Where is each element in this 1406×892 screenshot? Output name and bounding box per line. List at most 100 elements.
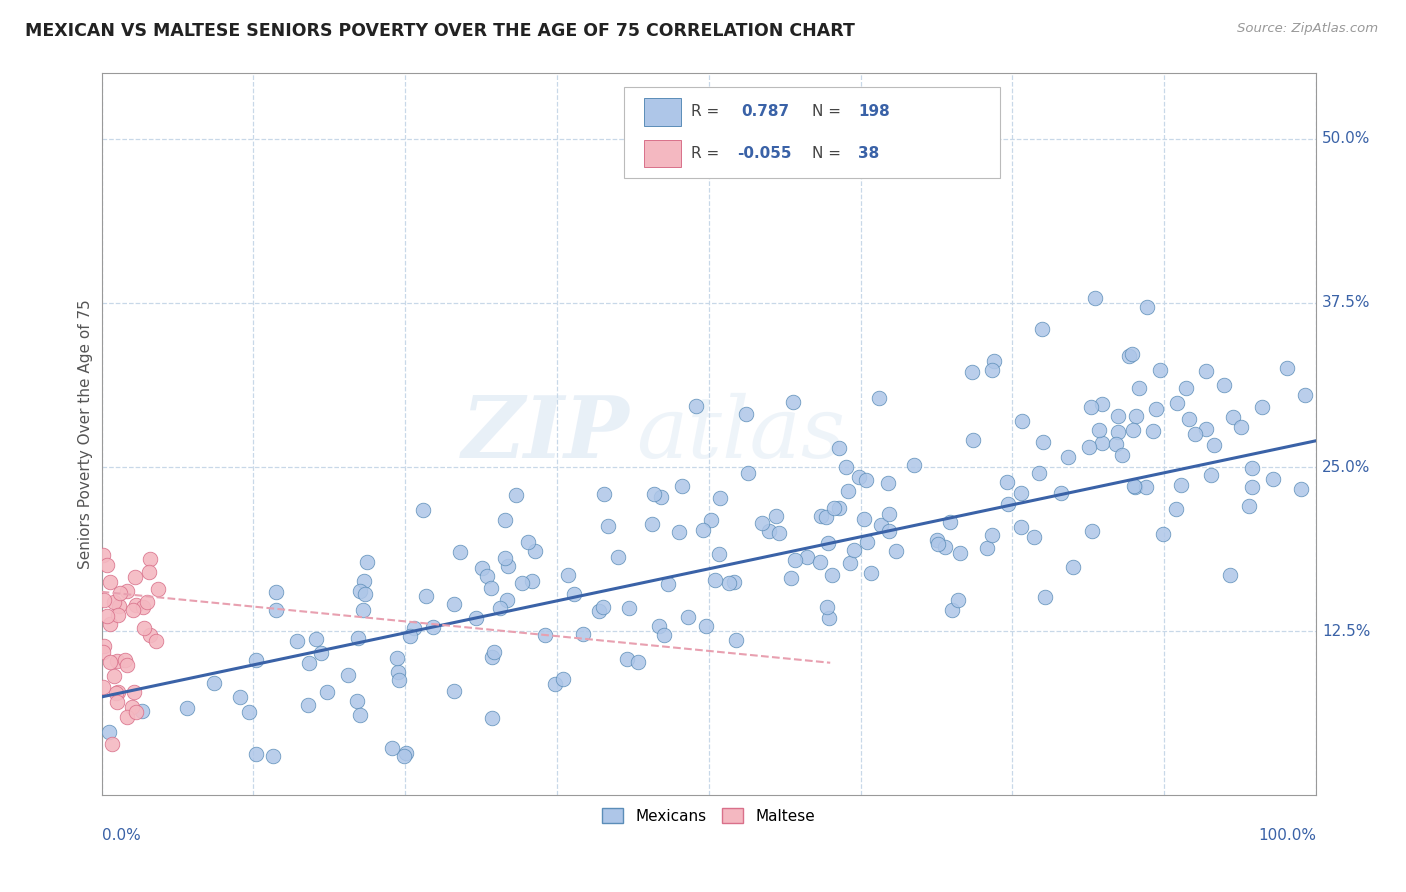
Point: [481, 650, 503, 665]
Text: -0.055: -0.055: [737, 146, 792, 161]
Point: [652, 627, 675, 641]
Point: [131, 704, 153, 718]
Point: [1080, 400, 1102, 414]
Point: [768, 525, 790, 540]
Point: [1107, 425, 1129, 439]
Point: [1237, 500, 1260, 514]
Point: [91, 645, 114, 659]
Point: [394, 749, 416, 764]
Point: [941, 603, 963, 617]
Point: [782, 394, 804, 409]
Point: [105, 654, 128, 668]
Point: [1289, 482, 1312, 496]
Point: [616, 652, 638, 666]
Point: [671, 479, 693, 493]
Point: [100, 575, 122, 590]
Point: [1125, 409, 1147, 424]
Point: [596, 519, 619, 533]
Point: [346, 694, 368, 708]
Point: [121, 699, 143, 714]
Point: [505, 488, 527, 502]
Point: [136, 595, 159, 609]
Point: [1204, 438, 1226, 452]
Point: [1107, 409, 1129, 423]
Text: MEXICAN VS MALTESE SENIORS POVERTY OVER THE AGE OF 75 CORRELATION CHART: MEXICAN VS MALTESE SENIORS POVERTY OVER …: [25, 22, 855, 40]
Point: [827, 500, 849, 515]
Point: [1010, 520, 1032, 534]
Text: N =: N =: [813, 146, 841, 161]
Bar: [644, 140, 681, 167]
Text: 38: 38: [858, 146, 879, 161]
Point: [495, 593, 517, 607]
Point: [475, 569, 498, 583]
Point: [1170, 478, 1192, 492]
Point: [980, 528, 1002, 542]
Point: [1251, 400, 1274, 414]
Point: [443, 597, 465, 611]
Point: [1219, 568, 1241, 582]
Point: [305, 632, 328, 646]
Point: [737, 466, 759, 480]
Point: [138, 565, 160, 579]
Point: [465, 610, 488, 624]
Point: [422, 619, 444, 633]
Point: [1123, 480, 1146, 494]
Point: [1277, 361, 1299, 376]
Point: [125, 705, 148, 719]
Point: [814, 510, 837, 524]
Point: [412, 502, 434, 516]
Point: [641, 516, 664, 531]
Point: [853, 512, 876, 526]
Point: [1118, 350, 1140, 364]
Point: [735, 407, 758, 421]
Point: [349, 708, 371, 723]
Point: [779, 571, 801, 585]
Point: [121, 602, 143, 616]
Point: [93, 640, 115, 654]
Text: 37.5%: 37.5%: [1322, 295, 1371, 310]
Point: [352, 603, 374, 617]
Point: [91, 680, 114, 694]
Point: [1199, 468, 1222, 483]
Point: [98, 724, 121, 739]
Point: [1080, 524, 1102, 538]
Point: [1194, 422, 1216, 436]
Point: [534, 628, 557, 642]
Point: [1078, 441, 1101, 455]
Point: [484, 645, 506, 659]
Point: [572, 626, 595, 640]
Point: [309, 646, 332, 660]
Point: [1149, 363, 1171, 377]
Point: [1222, 409, 1244, 424]
Point: [1011, 414, 1033, 428]
Point: [855, 473, 877, 487]
Point: [494, 550, 516, 565]
Point: [298, 656, 321, 670]
Point: [980, 363, 1002, 377]
Point: [479, 581, 502, 595]
Point: [104, 686, 127, 700]
Point: [551, 672, 574, 686]
Point: [297, 698, 319, 712]
Point: [717, 575, 740, 590]
Point: [1091, 397, 1114, 411]
Point: [648, 618, 671, 632]
Point: [723, 574, 745, 589]
Text: 198: 198: [858, 104, 890, 120]
Point: [449, 545, 471, 559]
Point: [725, 633, 748, 648]
Point: [868, 392, 890, 406]
Point: [1229, 420, 1251, 434]
Point: [356, 555, 378, 569]
Point: [544, 677, 567, 691]
Point: [848, 470, 870, 484]
Point: [751, 516, 773, 530]
Text: 25.0%: 25.0%: [1322, 459, 1371, 475]
Point: [107, 685, 129, 699]
Point: [859, 566, 882, 580]
Point: [385, 651, 408, 665]
Point: [1062, 560, 1084, 574]
Point: [245, 653, 267, 667]
Text: R =: R =: [690, 146, 724, 161]
Point: [1178, 412, 1201, 426]
